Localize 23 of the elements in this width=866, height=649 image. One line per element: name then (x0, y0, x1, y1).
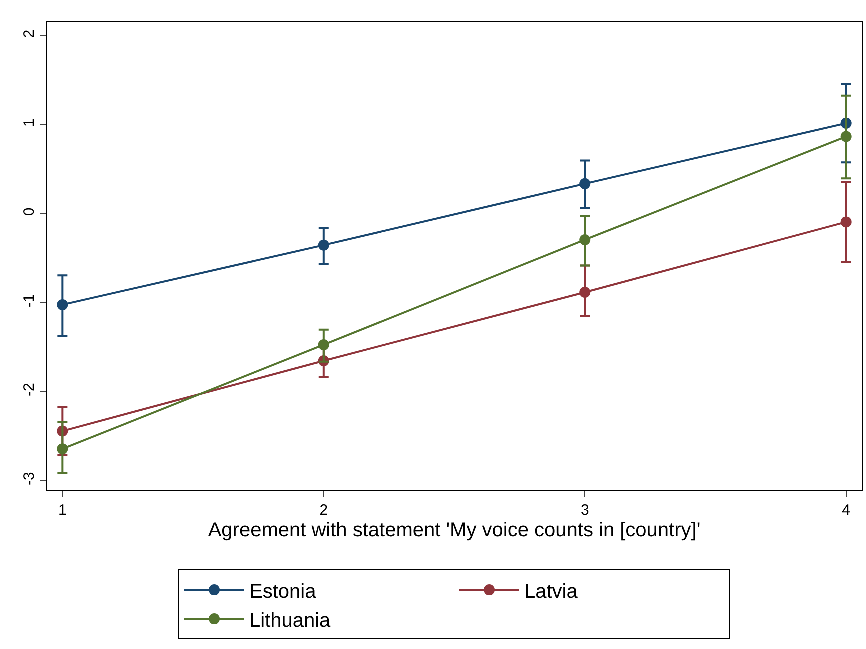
point (57, 444, 68, 455)
y-tick-label: -2 (21, 383, 38, 397)
point (580, 234, 591, 246)
y-tick-label: 2 (21, 30, 38, 38)
point (318, 339, 330, 350)
point (580, 286, 591, 298)
legend-label: Lithuania (250, 610, 332, 632)
y-tick-label: 0 (21, 208, 38, 216)
point (580, 178, 591, 190)
y-tick-label: -1 (21, 294, 38, 308)
x-tick-label: 4 (842, 502, 850, 519)
point (318, 240, 330, 251)
point (840, 216, 852, 228)
point (840, 131, 852, 142)
x-tick-label: 1 (58, 502, 67, 519)
y-tick-label: 1 (21, 118, 38, 128)
x-tick-label: 3 (580, 502, 590, 519)
legend-label: Latvia (524, 580, 579, 603)
x-tick-label: 2 (320, 502, 328, 519)
legend-label: Estonia (250, 580, 318, 603)
x-axis-title: Agreement with statement 'My voice counts in [country]' (208, 520, 701, 542)
y-tick-label: -3 (21, 472, 38, 486)
point (57, 299, 68, 310)
